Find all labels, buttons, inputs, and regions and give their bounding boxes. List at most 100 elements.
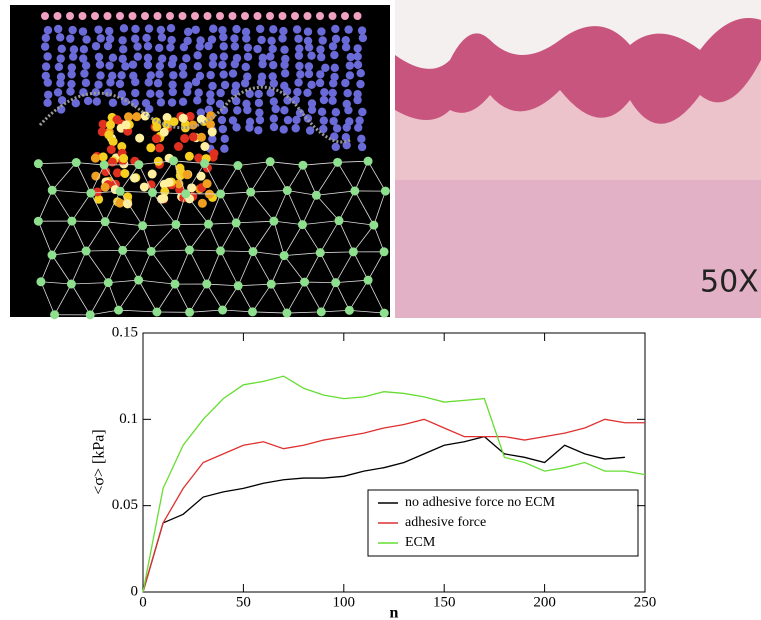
epithelial-cell bbox=[305, 62, 313, 70]
page: {"figure": {"histology_label": "50X"}, "… bbox=[0, 0, 761, 620]
tumor-cell bbox=[160, 128, 169, 137]
ecm-node bbox=[138, 221, 147, 230]
epithelial-cell bbox=[116, 80, 124, 88]
tumor-cell bbox=[185, 152, 194, 161]
tumor-cell bbox=[120, 169, 129, 178]
epithelial-cell bbox=[354, 124, 362, 132]
epithelial-cell bbox=[293, 25, 301, 33]
epithelial-cell bbox=[292, 124, 300, 132]
ecm-node bbox=[100, 160, 109, 169]
ecm-node bbox=[232, 218, 241, 227]
boundary-cell bbox=[216, 12, 224, 20]
epithelial-cell bbox=[145, 24, 153, 32]
ecm-node bbox=[333, 158, 342, 167]
ecm-node bbox=[218, 306, 227, 315]
ecm-node bbox=[48, 186, 57, 195]
epithelial-cell bbox=[243, 106, 251, 114]
figure: 50X n <σ> [kPa] 00.050.10.15050100150200… bbox=[0, 0, 761, 620]
epithelial-cell bbox=[42, 62, 50, 70]
epithelial-cell bbox=[244, 43, 252, 51]
epithelial-cell bbox=[169, 88, 177, 96]
tumor-cell bbox=[180, 134, 189, 143]
epithelial-cell bbox=[54, 25, 62, 33]
ecm-node bbox=[380, 309, 389, 318]
tumor-cell bbox=[203, 179, 212, 188]
ecm-node bbox=[152, 307, 161, 316]
tumor-cell bbox=[122, 120, 131, 129]
epithelial-cell bbox=[284, 116, 292, 124]
ecm-node bbox=[34, 217, 43, 226]
epithelial-cell bbox=[192, 78, 200, 86]
epithelial-cell bbox=[319, 36, 327, 44]
tumor-cell bbox=[146, 143, 155, 152]
epithelial-cell bbox=[94, 25, 102, 33]
epithelial-cell bbox=[131, 99, 139, 107]
epithelial-cell bbox=[42, 34, 50, 42]
ecm-node bbox=[147, 247, 156, 256]
epithelial-cell bbox=[157, 98, 165, 106]
epithelial-cell bbox=[258, 60, 266, 68]
epithelial-cell bbox=[131, 78, 139, 86]
ecm-node bbox=[72, 158, 81, 167]
tumor-cell bbox=[206, 120, 215, 129]
epithelial-cell bbox=[206, 97, 214, 105]
ecm-node bbox=[269, 217, 278, 226]
epithelial-cell bbox=[144, 61, 152, 69]
legend-label: ECM bbox=[405, 535, 436, 550]
epithelial-cell bbox=[295, 51, 303, 59]
epithelial-cell bbox=[167, 24, 175, 32]
x-tick-label: 50 bbox=[236, 594, 251, 610]
epithelial-cell bbox=[131, 89, 139, 97]
epithelial-cell bbox=[304, 28, 312, 36]
ecm-node bbox=[185, 246, 194, 255]
epithelial-cell bbox=[270, 97, 278, 105]
boundary-cell bbox=[354, 12, 362, 20]
x-tick-label: 150 bbox=[433, 594, 456, 610]
epithelial-cell bbox=[169, 71, 177, 79]
epithelial-cell bbox=[232, 25, 240, 33]
tumor-cell bbox=[200, 142, 209, 151]
epithelial-cell bbox=[82, 79, 90, 87]
epithelial-cell bbox=[269, 61, 277, 69]
epithelial-cell bbox=[144, 42, 152, 50]
tumor-cell bbox=[197, 133, 206, 142]
ecm-node bbox=[200, 159, 209, 168]
boundary-cell bbox=[316, 12, 324, 20]
tumor-cell bbox=[132, 112, 141, 121]
boundary-cell bbox=[116, 12, 124, 20]
tumor-cell bbox=[101, 183, 110, 192]
ecm-node bbox=[312, 191, 321, 200]
epithelial-cell bbox=[134, 52, 142, 60]
epithelial-cell bbox=[233, 106, 241, 114]
epithelial-cell bbox=[96, 61, 104, 69]
epithelial-cell bbox=[332, 143, 340, 151]
ecm-node bbox=[114, 306, 123, 315]
ecm-node bbox=[134, 276, 143, 285]
y-tick-label: 0.15 bbox=[112, 324, 138, 340]
ecm-node bbox=[86, 310, 95, 319]
epithelial-cell bbox=[106, 78, 114, 86]
epithelial-cell bbox=[168, 98, 176, 106]
epithelial-cell bbox=[270, 123, 278, 131]
epithelial-cell bbox=[145, 78, 153, 86]
epithelial-cell bbox=[218, 61, 226, 69]
epithelial-cell bbox=[231, 60, 239, 68]
epithelial-cell bbox=[295, 62, 303, 70]
epithelial-cell bbox=[196, 42, 204, 50]
epithelial-cell bbox=[307, 51, 315, 59]
epithelial-cell bbox=[244, 53, 252, 61]
epithelial-cell bbox=[220, 42, 228, 50]
x-tick-label: 0 bbox=[139, 594, 147, 610]
epithelial-cell bbox=[56, 33, 64, 41]
epithelial-cell bbox=[94, 80, 102, 88]
ecm-node bbox=[266, 157, 275, 166]
tumor-cell bbox=[135, 134, 144, 143]
epithelial-cell bbox=[67, 70, 75, 78]
ecm-node bbox=[283, 186, 292, 195]
tumor-cell bbox=[179, 114, 188, 123]
epithelial-cell bbox=[341, 79, 349, 87]
epithelial-cell bbox=[192, 26, 200, 34]
epithelial-cell bbox=[206, 71, 214, 79]
epithelial-cell bbox=[294, 35, 302, 43]
epithelial-cell bbox=[328, 89, 336, 97]
